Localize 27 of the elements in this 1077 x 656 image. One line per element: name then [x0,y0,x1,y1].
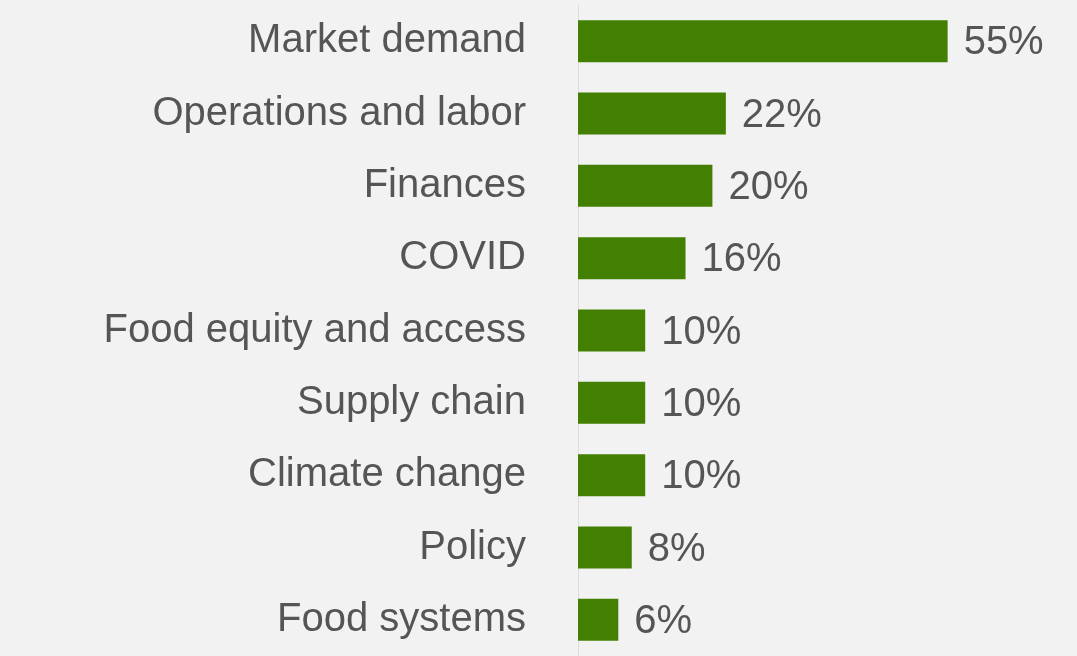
y-tick-label: Food equity and access [103,305,526,350]
bar [578,309,646,352]
y-tick-label: COVID [399,233,526,278]
data-label: 10% [661,307,742,352]
data-label: 22% [741,90,822,135]
y-tick-label: Supply chain [296,377,526,422]
bar [578,454,646,497]
y-tick-label: Market demand [248,16,526,61]
bar [578,598,619,641]
data-label: 55% [963,18,1044,63]
bar [578,237,686,280]
bar [578,92,726,135]
y-tick-label: Operations and labor [152,88,526,133]
bar [578,20,948,63]
data-label: 8% [647,524,706,569]
y-tick-label: Food systems [277,594,526,639]
y-tick-label: Policy [419,522,526,567]
data-label: 16% [701,235,782,280]
data-label: 20% [728,162,809,207]
bar [578,381,646,424]
data-label: 10% [661,379,742,424]
data-label: 10% [661,452,742,497]
bar [578,164,713,207]
bar [578,526,632,569]
data-label: 6% [634,596,693,641]
y-tick-label: Finances [363,160,526,205]
y-tick-label: Climate change [248,450,526,495]
